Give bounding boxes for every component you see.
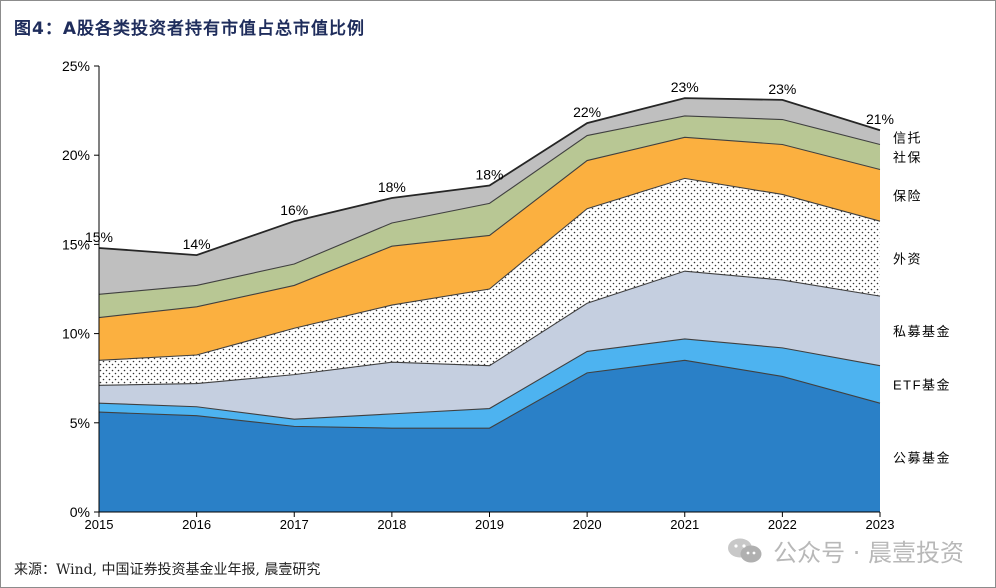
area-series-1: [99, 338, 880, 429]
area-boundary-2: [98, 270, 881, 386]
area-series-4: [99, 137, 880, 361]
area-series-6: [99, 98, 880, 295]
y-tick-label: 5%: [70, 415, 90, 431]
area-boundary-0: [98, 359, 881, 429]
legend-label-2: 私募基金: [893, 324, 951, 339]
legend-label-6: 信托: [893, 130, 922, 145]
legend-label-4: 保险: [893, 188, 922, 203]
total-labels: 15% 14% 16% 18% 18% 22% 23% 23% 21%: [85, 79, 894, 252]
area-boundary-4: [98, 136, 881, 319]
total-label: 16%: [280, 202, 308, 218]
watermark-text: 公众号 · 晨壹投资: [773, 539, 964, 567]
area-boundary-3: [98, 177, 881, 361]
series-areas: [98, 97, 881, 512]
area-boundary-6: [98, 97, 881, 257]
legend-label-3: 外资: [893, 252, 922, 267]
total-label: 18%: [475, 167, 503, 183]
total-label: 23%: [768, 81, 796, 97]
y-tick-label: 25%: [62, 58, 90, 74]
total-label: 15%: [85, 229, 113, 245]
area-series-2: [99, 271, 880, 420]
y-tick-label: 10%: [62, 326, 90, 342]
area-boundary-1: [98, 338, 881, 420]
area-series-0: [99, 360, 880, 512]
watermark: 公众号 · 晨壹投资: [727, 533, 964, 568]
area-series-3: [99, 178, 880, 386]
x-tick-label: 2023: [866, 517, 895, 532]
area-boundary-5: [98, 115, 881, 295]
x-tick-label: 2020: [573, 517, 602, 532]
legend-label-5: 社保: [893, 150, 922, 165]
total-label: 18%: [378, 179, 406, 195]
x-tick-label: 2018: [377, 517, 406, 532]
chart-title: 图4：A股各类投资者持有市值占总市值比例: [14, 19, 365, 39]
x-tick-label: 2021: [670, 517, 699, 532]
total-label: 23%: [671, 79, 699, 95]
axes: 0% 5% 10% 15% 20% 25% 2015 2016 2017 2018 2019 2020…: [62, 58, 894, 532]
total-label: 22%: [573, 104, 601, 120]
x-tick-label: 2017: [280, 517, 309, 532]
x-tick-label: 2015: [85, 517, 114, 532]
y-tick-label: 0%: [70, 504, 90, 520]
x-tick-label: 2022: [768, 517, 797, 532]
total-label: 14%: [183, 236, 211, 252]
y-tick-label: 20%: [62, 147, 90, 163]
x-tick-label: 2019: [475, 517, 504, 532]
legend-label-0: 公募基金: [893, 451, 951, 466]
inline-legend: 公募基金 ETF基金 私募基金 外资 保险 社保 信托: [893, 130, 951, 466]
wechat-icon: [728, 538, 762, 562]
source-note: 来源：Wind, 中国证券投资基金业年报, 晨壹研究: [14, 562, 321, 578]
x-tick-label: 2016: [182, 517, 211, 532]
legend-label-1: ETF基金: [893, 377, 951, 392]
area-series-5: [99, 115, 880, 318]
y-tick-label: 15%: [62, 236, 90, 252]
total-label: 21%: [866, 111, 894, 127]
